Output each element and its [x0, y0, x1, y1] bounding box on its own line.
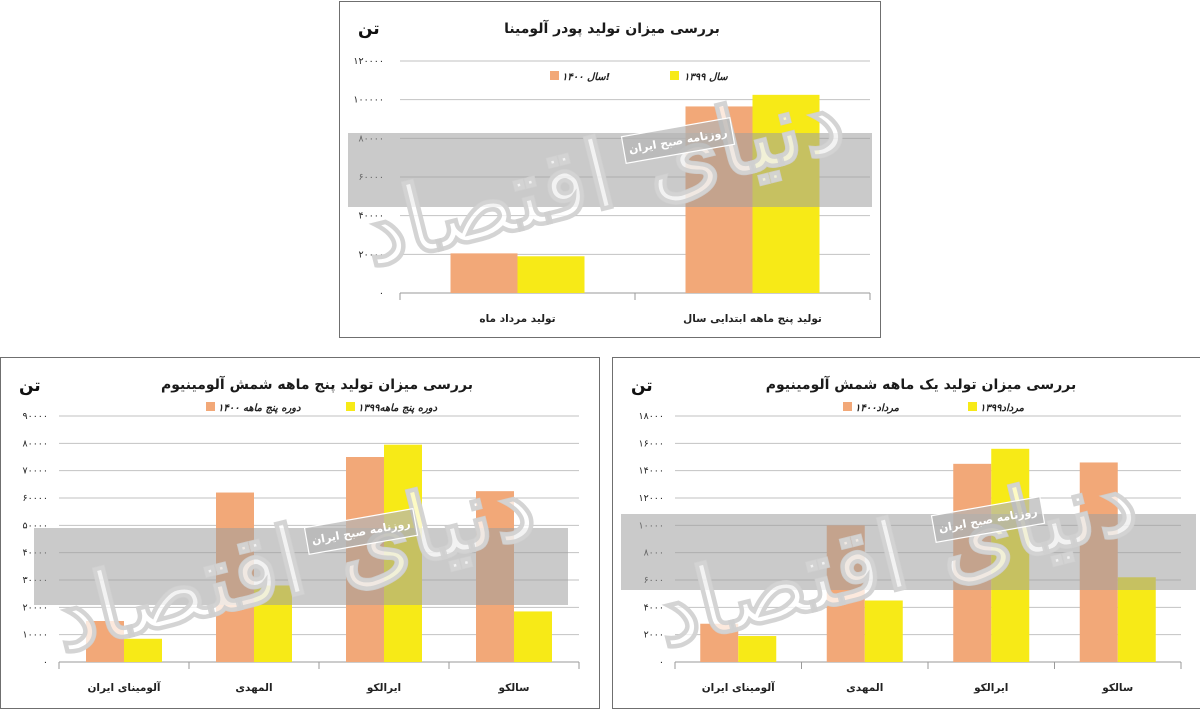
legend-label: سال ۱۳۹۹ — [684, 72, 728, 83]
category-label: ایرالکو — [366, 682, 401, 694]
chart-alumina-powder: بررسی میزان تولید پودر آلومینا تن ۰ ۲۰۰۰۰ ۴۰… — [348, 19, 872, 325]
y-tick-label: ۸۰۰۰۰ — [22, 438, 48, 449]
watermark-band — [34, 528, 568, 605]
bar-series-0-cat-0 — [450, 253, 518, 293]
chart-title: بررسی میزان تولید پنج ماهه شمش آلومینیوم — [161, 375, 473, 393]
chart-five-month-ingot: بررسی میزان تولید پنج ماهه شمش آلومینیوم… — [19, 375, 580, 694]
watermark-logo: دنیای اقتصاد — [40, 446, 546, 675]
legend-label: دوره پنج ماهه ۱۴۰۰ — [218, 403, 301, 414]
bar-series-0-cat-0 — [700, 623, 739, 662]
category-label: ایرالکو — [973, 682, 1008, 694]
y-tick-label: ۰ — [659, 657, 664, 668]
category-label: آلومینای ایران — [702, 681, 775, 694]
watermark-tag-box — [303, 507, 419, 556]
y-axis-unit: تن — [19, 376, 41, 396]
y-tick-label: ۵۰۰۰۰ — [22, 520, 48, 531]
y-tick-label: ۴۰۰۰ — [644, 602, 664, 613]
legend-swatch — [968, 402, 977, 411]
chart-panel-five-month-ingot: بررسی میزان تولید پنج ماهه شمش آلومینیوم… — [0, 357, 600, 709]
y-tick-label: ۲۰۰۰ — [644, 630, 664, 641]
legend-swatch — [346, 402, 355, 411]
bar-series-1-cat-0 — [124, 638, 162, 662]
legend-label: سال ۱۴۰۰! — [562, 72, 610, 83]
chart-one-month-ingot: بررسی میزان تولید یک ماهه شمش آلومینیوم ت… — [621, 375, 1196, 694]
y-axis-unit: تن — [631, 376, 653, 396]
y-tick-label: ۹۰۰۰۰ — [22, 411, 48, 422]
category-label: تولید مرداد ماه — [479, 313, 555, 325]
legend-swatch — [206, 402, 215, 411]
bar-series-1-cat-3 — [1117, 577, 1156, 662]
bars — [700, 448, 1156, 662]
legend-label: مرداد۱۳۹۹ — [980, 403, 1025, 414]
bar-series-0-cat-0 — [86, 621, 124, 662]
chart-title: بررسی میزان تولید یک ماهه شمش آلومینیوم — [766, 375, 1076, 393]
y-tick-label: ۱۶۰۰۰ — [638, 438, 664, 449]
category-label: سالکو — [1101, 682, 1133, 694]
legend-swatch — [550, 71, 559, 80]
category-label: تولید پنج ماهه ابتدایی سال — [683, 313, 822, 325]
watermark-tag-box — [930, 495, 1046, 544]
y-tick-label: ۱۲۰۰۰۰ — [353, 56, 384, 67]
chart-title: بررسی میزان تولید پودر آلومینا — [504, 19, 720, 37]
y-tick-label: ۱۸۰۰۰ — [638, 411, 664, 422]
y-axis-unit: تن — [358, 19, 380, 39]
y-tick-label: ۴۰۰۰۰ — [358, 211, 384, 222]
category-label: المهدی — [235, 682, 272, 694]
watermark-band — [621, 514, 1196, 590]
y-tick-label: ۱۴۰۰۰ — [638, 466, 664, 477]
category-label: سالکو — [498, 682, 530, 694]
legend-swatch — [843, 402, 852, 411]
legend-label: دوره پنج ماهه۱۳۹۹ — [358, 403, 438, 414]
y-tick-label: ۲۰۰۰۰ — [22, 602, 48, 613]
chart-panel-one-month-ingot: بررسی میزان تولید یک ماهه شمش آلومینیوم ت… — [612, 357, 1200, 709]
y-tick-label: ۱۲۰۰۰ — [638, 493, 664, 504]
y-tick-label: ۰ — [379, 288, 384, 299]
y-tick-label: ۶۰۰۰۰ — [22, 493, 48, 504]
y-tick-label: ۲۰۰۰۰ — [358, 249, 384, 260]
y-tick-label: ۰ — [43, 657, 48, 668]
y-tick-label: ۱۰۰۰۰۰ — [353, 95, 384, 106]
category-label: آلومینای ایران — [87, 681, 160, 694]
legend-label: مرداد۱۴۰۰ — [855, 403, 900, 414]
watermark-band — [348, 133, 872, 207]
y-tick-label: ۱۰۰۰۰ — [22, 630, 48, 641]
watermark-tag-box — [620, 116, 736, 165]
category-label: المهدی — [846, 682, 883, 694]
bar-series-1-cat-0 — [738, 636, 777, 662]
bar-series-1-cat-3 — [514, 611, 552, 662]
legend-swatch — [670, 71, 679, 80]
bar-series-1-cat-0 — [517, 256, 585, 293]
bar-series-1-cat-1 — [864, 600, 903, 662]
chart-panel-alumina-powder: بررسی میزان تولید پودر آلومینا تن ۰ ۲۰۰۰۰ ۴۰… — [339, 1, 881, 338]
y-tick-label: ۷۰۰۰۰ — [22, 466, 48, 477]
